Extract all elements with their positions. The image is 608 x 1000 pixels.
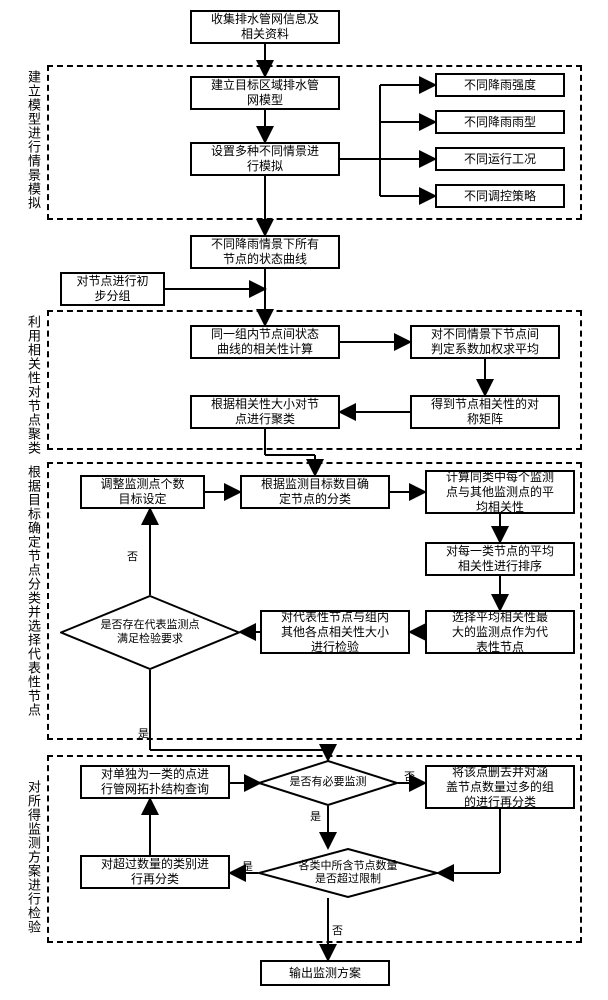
node-text: 不同降雨雨型 [464, 115, 536, 130]
node-delete-reclass: 将该点删去并对涵盖节点数量过多的组的进行再分类 [425, 765, 575, 809]
node-select-rep: 选择平均相关性最大的监测点作为代表性节点 [425, 610, 575, 654]
edge-label-no1: 否 [127, 548, 138, 564]
node-sort-corr: 对每一类节点的平均相关性进行排序 [425, 542, 575, 576]
group-label-2: 利用相关性对节点聚类 [24, 315, 43, 455]
node-text: 调整监测点个数目标设定 [100, 477, 184, 507]
node-simulate-scenarios: 设置多种不同情景进行模拟 [190, 142, 340, 176]
flowchart-canvas: 建立模型进行情景模拟 利用相关性对节点聚类 根据目标确定节点分类并选择代表性节点… [10, 10, 598, 990]
node-control-strategy: 不同调控策略 [435, 184, 565, 208]
node-text: 输出监测方案 [289, 966, 361, 981]
diamond-text: 是否存在代表监测点满足检验要求 [101, 619, 200, 645]
node-text: 不同调控策略 [464, 189, 536, 204]
node-text: 根据监测目标数目确定节点的分类 [261, 477, 369, 507]
diamond-text: 各类中所含节点数量是否超过限制 [299, 860, 398, 886]
edge-label-yes2: 是 [310, 808, 321, 824]
node-correlation-calc: 同一组内节点间状态曲线的相关性计算 [190, 325, 340, 359]
node-text: 将该点删去并对涵盖节点数量过多的组的进行再分类 [446, 765, 554, 810]
node-text: 对节点进行初步分组 [76, 274, 148, 304]
group-label-3: 根据目标确定节点分类并选择代表性节点 [24, 465, 43, 717]
diamond-text: 是否有必要监测 [290, 776, 367, 789]
node-calc-avg-corr: 计算同类中每个监测点与其他监测点的平均相关性 [425, 470, 575, 514]
node-text: 选择平均相关性最大的监测点作为代表性节点 [452, 610, 548, 655]
node-text: 对超过数量的类别进行再分类 [101, 857, 209, 887]
node-init-group: 对节点进行初步分组 [60, 272, 165, 306]
node-text: 设置多种不同情景进行模拟 [211, 144, 319, 174]
node-text: 根据相关性大小对节点进行聚类 [211, 397, 319, 427]
decision-exceed-limit: 各类中所含节点数量是否超过限制 [258, 848, 438, 898]
node-text: 不同降雨情景下所有节点的状态曲线 [211, 237, 319, 267]
decision-rep-meets: 是否存在代表监测点满足检验要求 [60, 595, 240, 670]
node-rain-type: 不同降雨雨型 [435, 110, 565, 134]
edge-label-no2: 否 [404, 768, 415, 784]
node-operation: 不同运行工况 [435, 147, 565, 171]
node-reclass-excess: 对超过数量的类别进行再分类 [80, 855, 230, 889]
node-single-topo: 对单独为一类的点进行管网拓扑结构查询 [80, 765, 230, 799]
node-text: 对单独为一类的点进行管网拓扑结构查询 [101, 767, 209, 797]
node-text: 不同降雨强度 [464, 78, 536, 93]
node-output: 输出监测方案 [260, 960, 390, 986]
node-rain-intensity: 不同降雨强度 [435, 73, 565, 97]
node-text: 建立目标区域排水管网模型 [211, 78, 319, 108]
edge-label-yes1: 是 [138, 725, 149, 741]
edge-label-no3: 否 [332, 922, 343, 938]
node-collect-info: 收集排水管网信息及相关资料 [190, 10, 340, 44]
node-text: 不同运行工况 [464, 152, 536, 167]
edge-label-yes3: 是 [242, 858, 253, 874]
node-build-model: 建立目标区域排水管网模型 [190, 76, 340, 110]
node-symmetric-matrix: 得到节点相关性的对称矩阵 [410, 395, 560, 429]
group-label-1: 建立模型进行情景模拟 [24, 70, 43, 210]
node-text: 对代表性节点与组内其他各点相关性大小进行检验 [281, 610, 389, 655]
node-state-curve: 不同降雨情景下所有节点的状态曲线 [190, 235, 340, 269]
node-text: 计算同类中每个监测点与其他监测点的平均相关性 [446, 470, 554, 515]
node-adjust-count: 调整监测点个数目标设定 [80, 475, 205, 509]
group-label-4: 对所得监测方案进行检验 [24, 780, 43, 934]
decision-need-monitor: 是否有必要监测 [258, 760, 398, 806]
node-text: 对不同情景下节点间判定系数加权求平均 [431, 327, 539, 357]
node-text: 收集排水管网信息及相关资料 [211, 12, 319, 42]
node-text: 同一组内节点间状态曲线的相关性计算 [211, 327, 319, 357]
node-cluster: 根据相关性大小对节点进行聚类 [190, 395, 340, 429]
node-text: 对每一类节点的平均相关性进行排序 [446, 544, 554, 574]
node-rep-test: 对代表性节点与组内其他各点相关性大小进行检验 [260, 610, 410, 654]
node-text: 得到节点相关性的对称矩阵 [431, 397, 539, 427]
node-weighted-avg: 对不同情景下节点间判定系数加权求平均 [410, 325, 560, 359]
node-classify-by-target: 根据监测目标数目确定节点的分类 [240, 475, 390, 509]
